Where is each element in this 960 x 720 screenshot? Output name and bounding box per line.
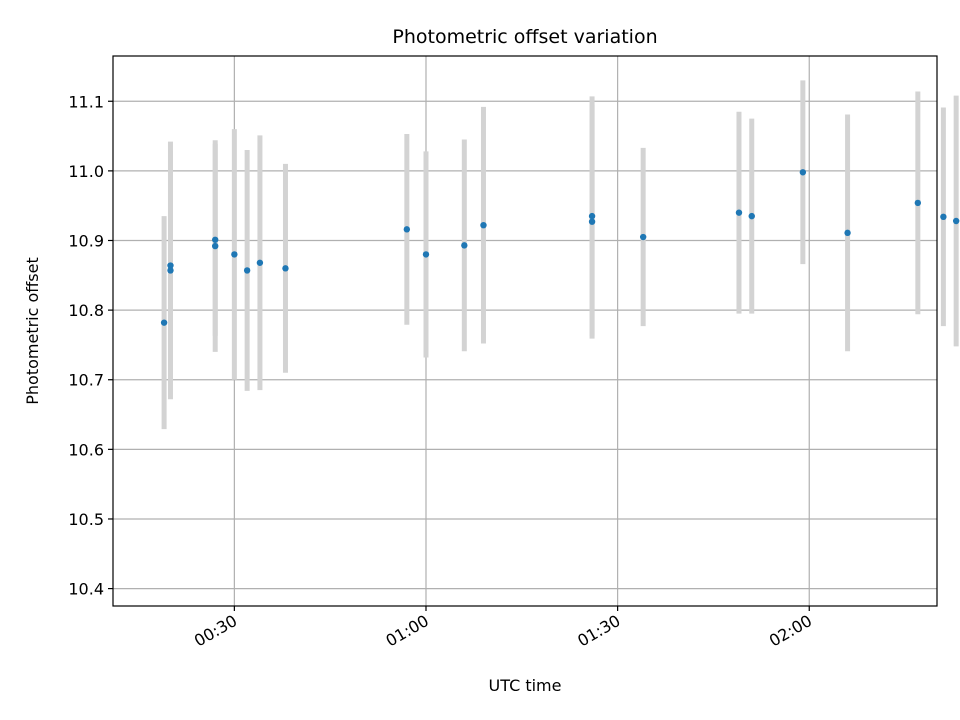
data-point <box>403 226 411 233</box>
y-tick-label: 10.5 <box>68 510 104 529</box>
data-point <box>588 212 596 220</box>
y-tick-label: 10.6 <box>68 440 104 459</box>
data-point <box>914 199 922 207</box>
data-point <box>282 265 289 272</box>
data-point <box>735 209 743 216</box>
data-point <box>639 233 647 241</box>
data-point <box>588 218 596 225</box>
y-tick-label: 11.0 <box>68 162 104 181</box>
chart-title: Photometric offset variation <box>392 26 657 48</box>
data-point <box>748 212 755 220</box>
data-point <box>799 169 807 176</box>
data-points <box>160 169 960 326</box>
data-point <box>480 221 487 229</box>
data-point <box>243 267 251 274</box>
data-point <box>212 236 219 243</box>
y-axis-title: Photometric offset <box>23 257 42 405</box>
data-point <box>940 213 947 221</box>
y-tick-label: 11.1 <box>68 92 104 111</box>
x-axis-title: UTC time <box>489 676 562 695</box>
y-tick-label: 10.8 <box>68 301 104 320</box>
data-point <box>422 251 430 258</box>
plot-frame <box>112 55 938 607</box>
y-tick-label: 10.4 <box>68 580 104 599</box>
data-point <box>461 242 468 249</box>
data-point <box>160 319 168 326</box>
data-point <box>231 251 238 258</box>
y-tick-label: 10.7 <box>68 371 104 390</box>
grid <box>113 56 937 606</box>
data-point <box>256 259 264 266</box>
data-point <box>167 262 174 269</box>
data-point <box>212 242 219 250</box>
data-point <box>952 217 960 225</box>
y-tick-label: 10.9 <box>68 231 104 250</box>
data-point <box>167 267 174 274</box>
data-point <box>844 229 851 237</box>
